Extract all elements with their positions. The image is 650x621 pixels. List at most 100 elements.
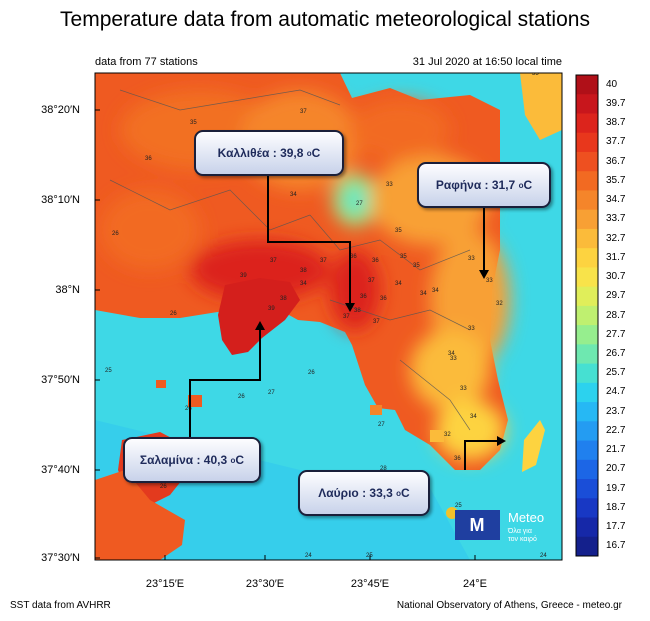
lat-label: 37°40′N [41,464,80,476]
lat-label: 37°50′N [41,374,80,386]
footer-credit: National Observatory of Athens, Greece -… [396,600,622,611]
lon-label: 23°15′E [145,578,185,590]
station-count: data from 77 stations [95,56,198,68]
colorbar-swatch [576,498,598,519]
colorbar-label: 16.7 [606,540,626,552]
callout-lavrio-text: Λαύριο : 33,3 [318,486,393,500]
colorbar-label: 30.7 [606,271,626,283]
station-value: 37 [368,278,375,284]
colorbar-label: 33.7 [606,213,626,225]
station-value: 34 [395,281,402,287]
station-value: 26 [112,231,119,237]
colorbar-label: 37.7 [606,136,626,148]
station-value: 35 [190,120,197,126]
station-value: 32 [444,432,451,438]
degree-sign: o [230,455,236,465]
station-value: 33 [468,256,475,262]
islet [156,380,166,388]
islet [188,395,202,407]
colorbar-label: 32.7 [606,232,626,244]
colorbar-swatch [576,209,598,230]
salamina-island [218,278,300,355]
station-value: 39 [268,306,275,312]
colorbar-label: 36.7 [606,155,626,167]
station-value: 37 [300,109,307,115]
colorbar-label: 29.7 [606,290,626,302]
colorbar-label: 23.7 [606,405,626,417]
arrow-lavrio [464,440,497,470]
logo-tagline-line2: τον καιρό [508,536,537,543]
colorbar-swatch [576,75,598,95]
colorbar-swatch [576,190,598,211]
station-value: 26 [160,484,167,490]
colorbar-swatch [576,171,598,191]
colorbar-label: 24.7 [606,386,626,398]
station-value: 26 [308,370,315,376]
station-value: 26 [170,311,177,317]
colorbar-swatch [576,344,598,365]
colorbar-swatch [576,459,598,480]
colorbar-swatch [576,132,598,153]
colorbar-swatch [576,402,598,422]
station-value: 34 [290,192,297,198]
station-value: 37 [270,258,277,264]
colorbar-label: 19.7 [606,482,626,494]
station-value: 34 [300,281,307,287]
station-value: 39 [240,273,247,279]
unit: C [523,178,533,192]
lat-label: 38°N [55,284,80,296]
colorbar-swatch [576,325,598,345]
meteo-logo: M [446,507,500,540]
footer-source: SST data from AVHRR [10,600,111,611]
lon-label: 23°30′E [245,578,285,590]
station-value: 25 [455,503,462,509]
arrow-kallithea [267,174,351,303]
colorbar-swatch [576,286,598,307]
station-value: 37 [343,314,350,320]
station-value: 24 [305,553,312,559]
colorbar-label: 31.7 [606,251,626,263]
colorbar-swatch [576,363,598,384]
colorbar-swatch [576,421,598,442]
logo-tagline: Όλα για τον καιρό [508,528,537,544]
degree-sign: o [306,148,312,158]
colorbar-label: 17.7 [606,521,626,533]
colorbar-swatch [576,517,598,538]
colorbar [575,74,599,557]
station-value: 38 [300,268,307,274]
station-value: 27 [268,390,275,396]
station-value: 26 [238,394,245,400]
colorbar-swatch [576,228,598,249]
logo-mark [455,510,500,540]
station-value: 36 [350,254,357,260]
station-value: 36 [454,456,461,462]
colorbar-label: 27.7 [606,328,626,340]
map-title: Temperature data from automatic meteorol… [60,8,590,31]
station-value: 33 [460,386,467,392]
islet [370,405,382,415]
station-value: 38 [354,308,361,314]
colorbar-swatch [576,267,598,288]
colorbar-label: 35.7 [606,174,626,186]
callout-arrows [189,174,497,470]
station-value: 34 [420,291,427,297]
station-value: 35 [532,71,539,77]
logo-name: Meteo [508,510,545,525]
station-value: 24 [540,553,547,559]
makronisos-island [522,420,545,472]
colorbar-label: 38.7 [606,117,626,129]
station-value: 35 [413,263,420,269]
admin-boundaries [109,89,471,431]
colorbar-swatch [576,248,598,268]
callout-salamina-text: Σαλαμίνα : 40,3 [139,453,228,467]
station-value: 37 [320,258,327,264]
station-value: 35 [400,254,407,260]
colorbar-swatch [576,440,598,461]
colorbar-swatch [576,479,598,499]
arrow-salamina [189,330,261,437]
lon-label: 24°E [463,578,487,590]
